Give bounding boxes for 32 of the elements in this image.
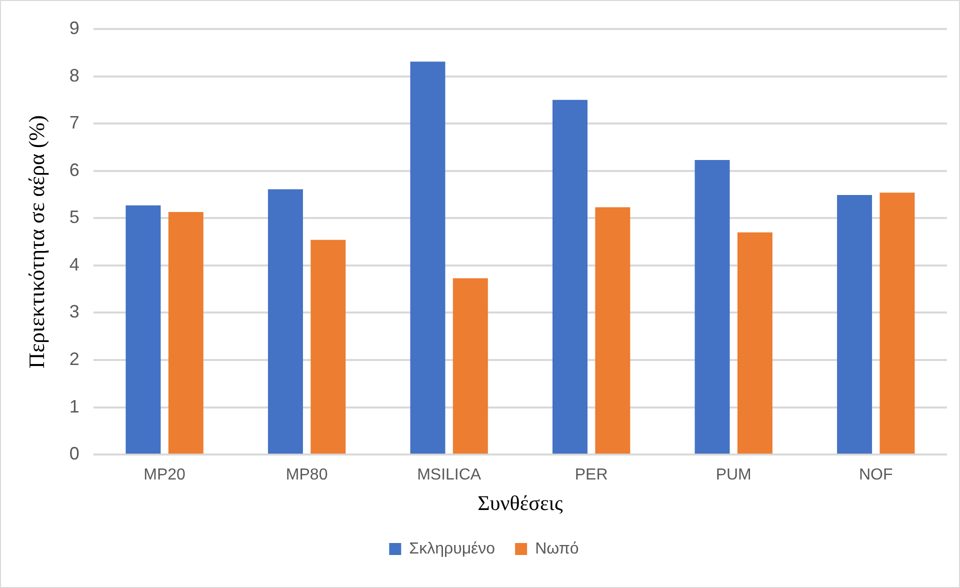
bar — [552, 100, 588, 454]
bar — [168, 212, 204, 454]
bar — [452, 278, 488, 454]
x-tick-label: NOF — [858, 466, 893, 484]
y-tick-label: 2 — [69, 348, 80, 369]
y-tick-label: 7 — [69, 112, 80, 133]
bar — [268, 189, 303, 454]
y-tick-label: 8 — [69, 65, 80, 86]
x-tick-label: MP80 — [286, 466, 328, 484]
y-tick-label: 3 — [69, 302, 80, 322]
bar — [694, 160, 730, 454]
bar — [410, 62, 446, 454]
y-axis-title: Περιεκτικότητα σε αέρα (%) — [24, 115, 49, 368]
legend-label: Νωπό — [535, 540, 579, 558]
x-tick-label: PER — [574, 466, 608, 484]
bar — [126, 205, 161, 454]
y-tick-label: 6 — [69, 160, 80, 180]
x-tick-label: PUM — [716, 466, 752, 484]
bar — [310, 240, 346, 454]
bar — [880, 192, 915, 454]
bar — [837, 194, 872, 454]
y-tick-label: 5 — [69, 207, 80, 228]
y-tick-label: 4 — [69, 254, 80, 274]
x-tick-label: MSILICA — [417, 466, 482, 484]
legend-label: Σκληρυμένο — [409, 540, 496, 558]
bar — [595, 207, 630, 454]
x-axis-title: Συνθέσεις — [478, 490, 564, 515]
y-tick-label: 0 — [69, 444, 80, 464]
y-tick-label: 1 — [69, 396, 80, 416]
y-tick-label: 9 — [69, 18, 80, 38]
bar — [737, 232, 772, 454]
x-tick-label: MP20 — [144, 466, 186, 484]
